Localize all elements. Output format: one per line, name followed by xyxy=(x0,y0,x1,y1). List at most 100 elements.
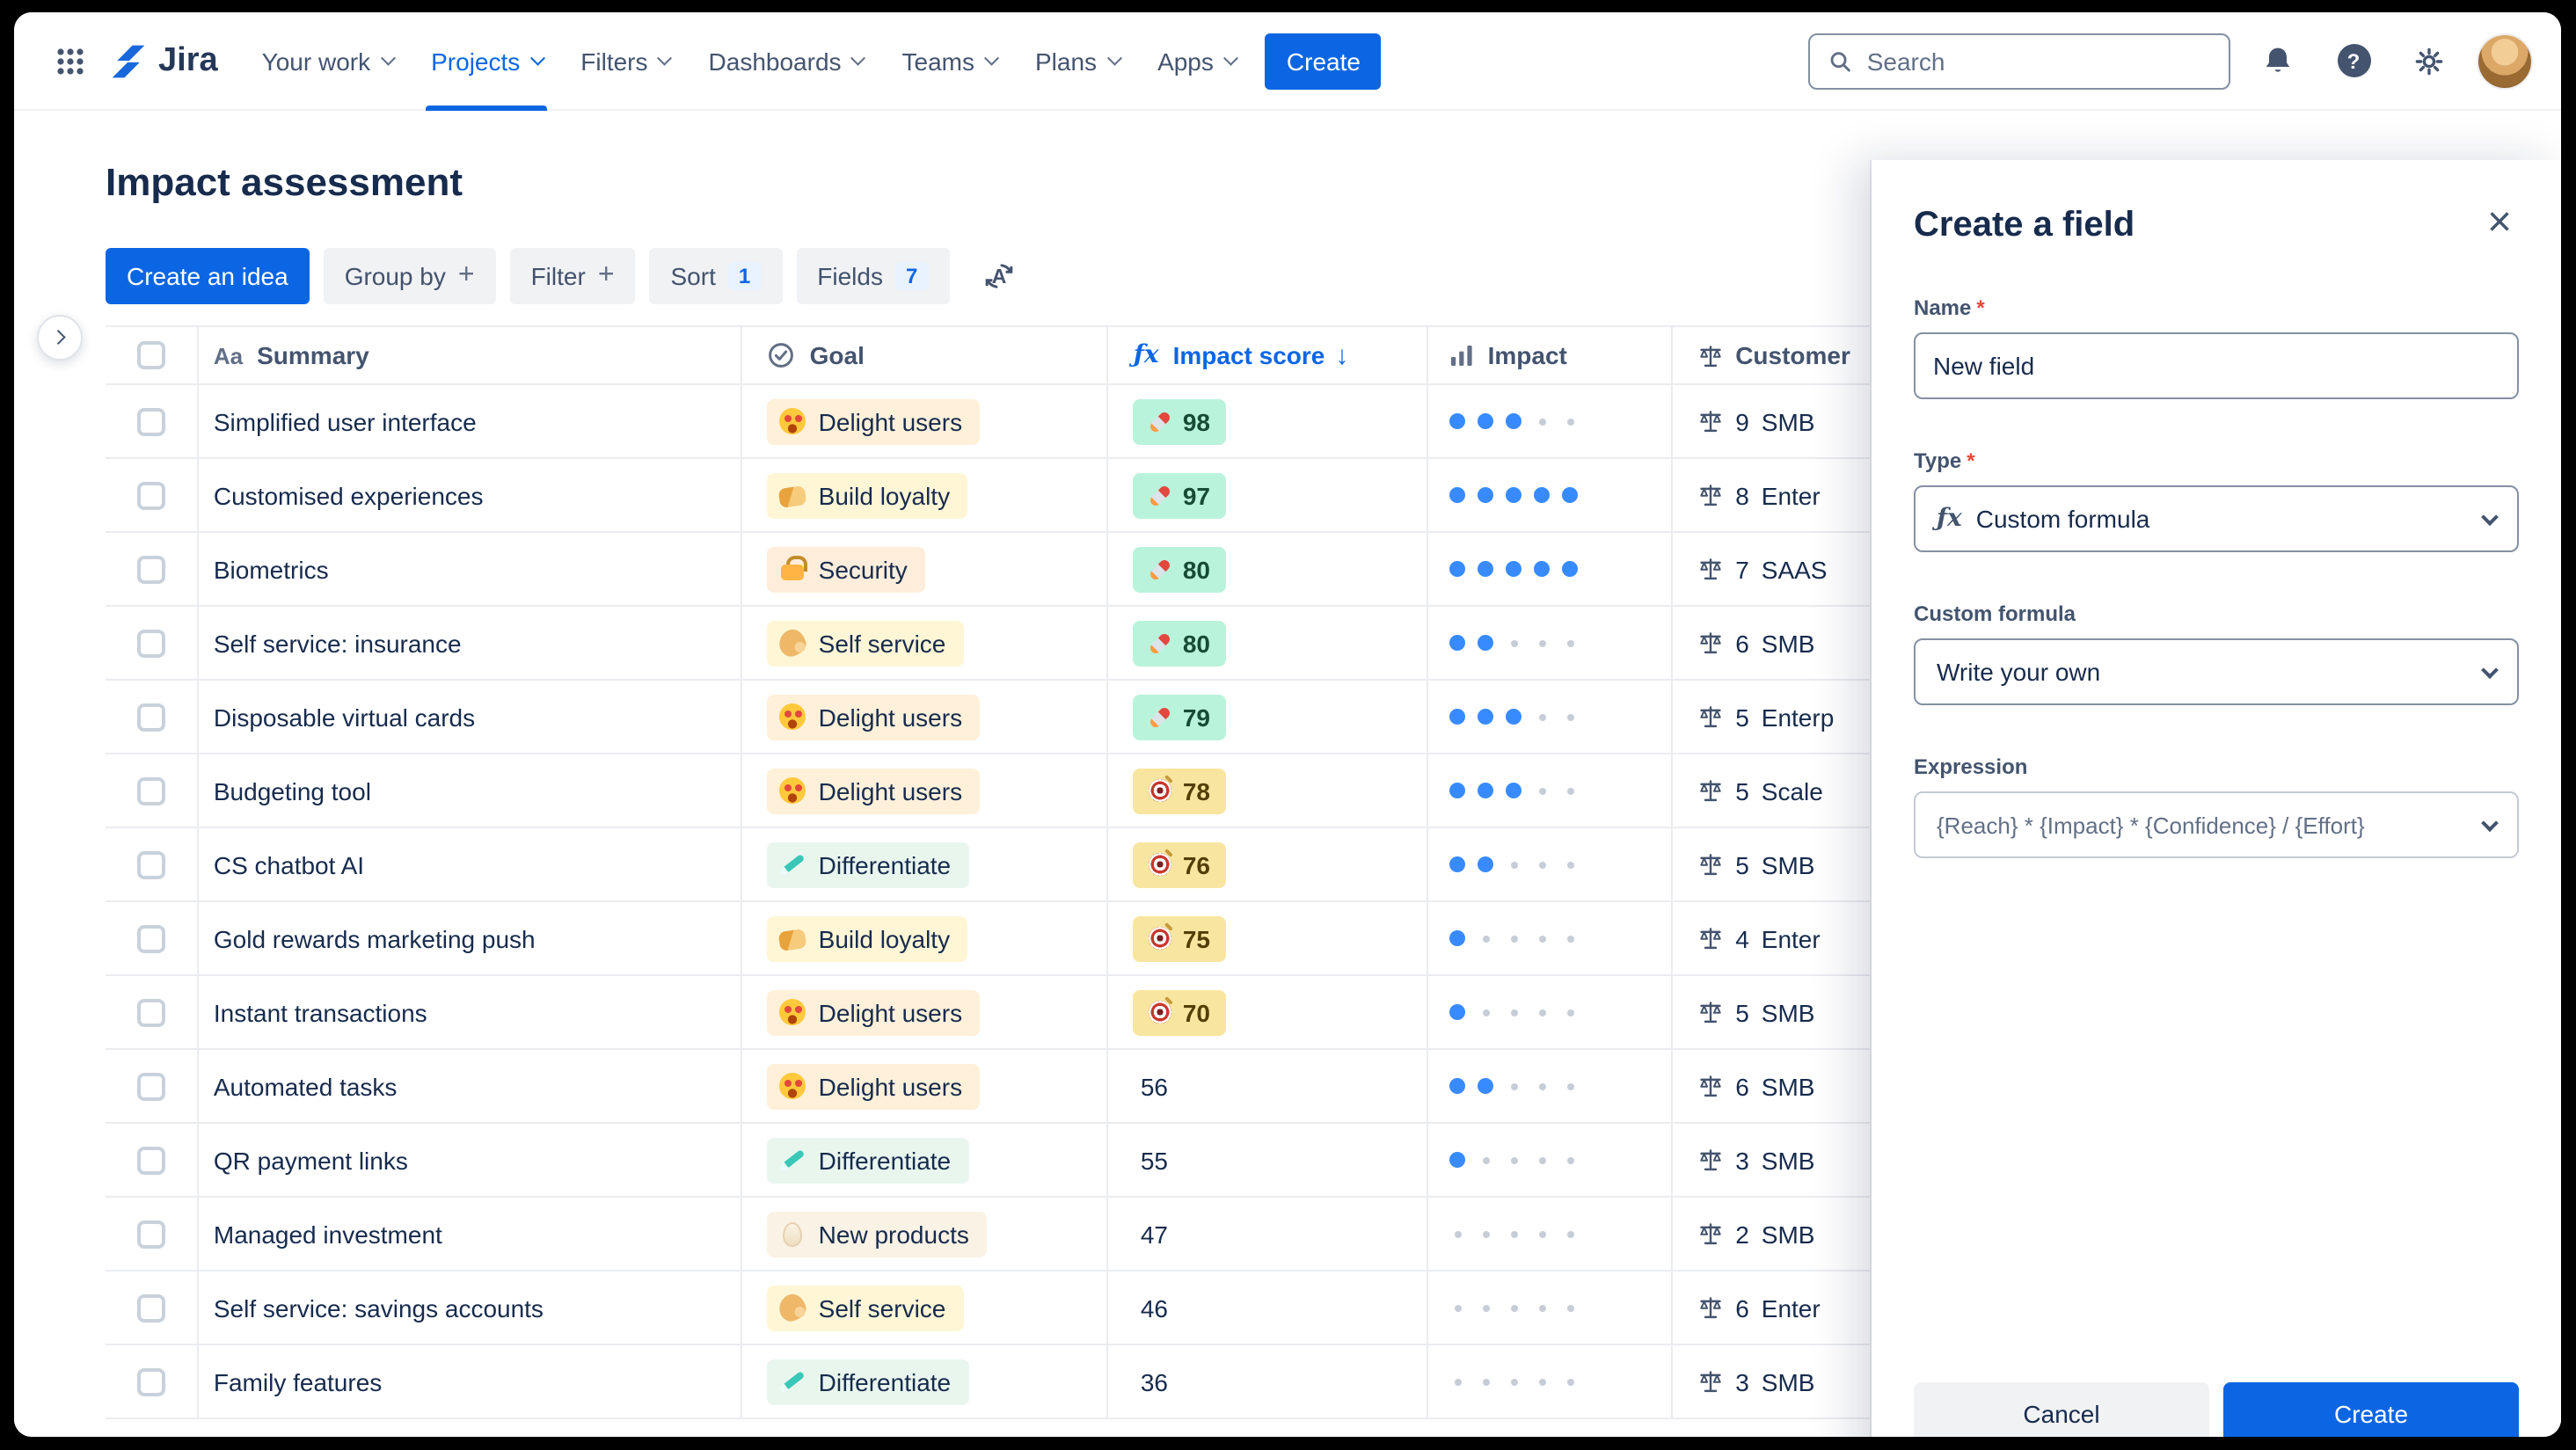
impact-cell[interactable] xyxy=(1428,754,1673,827)
customer-cell[interactable]: 9 SMB xyxy=(1672,385,1986,457)
idea-summary[interactable]: Disposable virtual cards xyxy=(213,703,476,731)
impact-dot[interactable] xyxy=(1534,412,1551,430)
impact-cell[interactable] xyxy=(1428,902,1673,974)
goal-cell[interactable]: New products xyxy=(743,1198,1109,1270)
profile-button[interactable] xyxy=(2477,33,2533,89)
summary-cell[interactable]: QR payment links xyxy=(200,1124,743,1196)
idea-summary[interactable]: Self service: insurance xyxy=(213,629,462,657)
row-checkbox[interactable] xyxy=(137,1220,166,1248)
impact-rating-dots[interactable] xyxy=(1449,634,1580,652)
row-checkbox[interactable] xyxy=(137,703,166,731)
impact-dot[interactable] xyxy=(1478,929,1495,947)
idea-summary[interactable]: Instant transactions xyxy=(213,998,427,1026)
impact-dot[interactable] xyxy=(1562,929,1580,947)
impact-dot[interactable] xyxy=(1449,708,1467,725)
impact-dot[interactable] xyxy=(1534,782,1551,799)
idea-summary[interactable]: Budgeting tool xyxy=(213,776,371,805)
customer-cell[interactable]: 6 SMB xyxy=(1672,607,1986,679)
impact-dot[interactable] xyxy=(1478,560,1495,578)
summary-cell[interactable]: Instant transactions xyxy=(200,976,743,1048)
idea-summary[interactable]: Customised experiences xyxy=(213,481,484,509)
table-row[interactable]: Simplified user interface Delight users … xyxy=(106,385,1986,459)
impact-dot[interactable] xyxy=(1534,708,1551,725)
impact-dot[interactable] xyxy=(1534,929,1551,947)
goal-tag[interactable]: New products xyxy=(767,1211,987,1257)
goal-tag[interactable]: Self service xyxy=(767,1285,964,1330)
impact-dot[interactable] xyxy=(1562,782,1580,799)
impact-dot[interactable] xyxy=(1478,1077,1495,1095)
goal-cell[interactable]: Delight users xyxy=(743,681,1109,753)
row-checkbox[interactable] xyxy=(137,850,166,878)
row-checkbox[interactable] xyxy=(137,1072,166,1100)
goal-tag[interactable]: Delight users xyxy=(767,1063,981,1109)
summary-cell[interactable]: CS chatbot AI xyxy=(200,828,743,900)
idea-summary[interactable]: CS chatbot AI xyxy=(213,850,365,878)
goal-cell[interactable]: Differentiate xyxy=(743,828,1109,900)
impact-dot[interactable] xyxy=(1449,1077,1467,1095)
impact-rating-dots[interactable] xyxy=(1449,1225,1580,1242)
impact-dot[interactable] xyxy=(1478,856,1495,873)
impact-dot[interactable] xyxy=(1562,560,1580,578)
row-checkbox[interactable] xyxy=(137,407,166,435)
impact-rating-dots[interactable] xyxy=(1449,856,1580,873)
impact-rating-dots[interactable] xyxy=(1449,1003,1580,1021)
goal-cell[interactable]: Delight users xyxy=(743,976,1109,1048)
cancel-button[interactable]: Cancel xyxy=(1914,1382,2209,1437)
table-row[interactable]: Customised experiences Build loyalty 97 … xyxy=(106,459,1986,533)
search-input[interactable] xyxy=(1866,47,2211,75)
global-create-button[interactable]: Create xyxy=(1265,33,1382,89)
customer-cell[interactable]: 5 Enterp xyxy=(1672,681,1986,753)
row-checkbox[interactable] xyxy=(137,1146,166,1174)
impact-dot[interactable] xyxy=(1478,412,1495,430)
customer-cell[interactable]: 4 Enter xyxy=(1672,902,1986,974)
row-checkbox[interactable] xyxy=(137,481,166,509)
impact-rating-dots[interactable] xyxy=(1449,1299,1580,1316)
impact-rating-dots[interactable] xyxy=(1449,1077,1580,1095)
table-row[interactable]: Instant transactions Delight users 70 5 … xyxy=(106,976,1986,1050)
impact-rating-dots[interactable] xyxy=(1449,929,1580,947)
impact-cell[interactable] xyxy=(1428,681,1673,753)
impact-dot[interactable] xyxy=(1506,1151,1523,1169)
customer-cell[interactable]: 2 SMB xyxy=(1672,1198,1986,1270)
column-summary[interactable]: Aa Summary xyxy=(200,327,743,383)
impact-dot[interactable] xyxy=(1562,412,1580,430)
nav-dashboards[interactable]: Dashboards xyxy=(690,12,883,110)
summary-cell[interactable]: Customised experiences xyxy=(200,459,743,531)
table-row[interactable]: Automated tasks Delight users 56 6 SMB xyxy=(106,1050,1986,1124)
idea-summary[interactable]: Simplified user interface xyxy=(213,407,477,435)
impact-dot[interactable] xyxy=(1478,1225,1495,1242)
table-row[interactable]: Self service: insurance Self service 80 … xyxy=(106,607,1986,681)
table-row[interactable]: Budgeting tool Delight users 78 5 Scale xyxy=(106,754,1986,828)
impact-rating-dots[interactable] xyxy=(1449,412,1580,430)
impact-dot[interactable] xyxy=(1534,856,1551,873)
impact-rating-dots[interactable] xyxy=(1449,1373,1580,1390)
goal-tag[interactable]: Delight users xyxy=(767,768,981,813)
impact-dot[interactable] xyxy=(1478,1151,1495,1169)
summary-cell[interactable]: Automated tasks xyxy=(200,1050,743,1122)
impact-dot[interactable] xyxy=(1506,856,1523,873)
jira-logo[interactable]: Jira xyxy=(109,41,218,80)
table-row[interactable]: Disposable virtual cards Delight users 7… xyxy=(106,681,1986,754)
goal-cell[interactable]: Delight users xyxy=(743,754,1109,827)
impact-dot[interactable] xyxy=(1478,708,1495,725)
goal-tag[interactable]: Build loyalty xyxy=(767,915,968,961)
search-box[interactable] xyxy=(1808,33,2230,89)
idea-summary[interactable]: Managed investment xyxy=(213,1220,442,1248)
customer-cell[interactable]: 7 SAAS xyxy=(1672,533,1986,605)
settings-button[interactable] xyxy=(2401,33,2457,89)
impact-rating-dots[interactable] xyxy=(1449,560,1580,578)
goal-cell[interactable]: Build loyalty xyxy=(743,459,1109,531)
impact-dot[interactable] xyxy=(1506,1077,1523,1095)
customer-cell[interactable]: 6 SMB xyxy=(1672,1050,1986,1122)
impact-dot[interactable] xyxy=(1562,1299,1580,1316)
impact-dot[interactable] xyxy=(1562,486,1580,504)
impact-dot[interactable] xyxy=(1506,1003,1523,1021)
impact-cell[interactable] xyxy=(1428,533,1673,605)
customer-cell[interactable]: 5 Scale xyxy=(1672,754,1986,827)
goal-tag[interactable]: Differentiate xyxy=(767,1359,969,1404)
impact-dot[interactable] xyxy=(1562,856,1580,873)
goal-cell[interactable]: Differentiate xyxy=(743,1124,1109,1196)
impact-cell[interactable] xyxy=(1428,1271,1673,1344)
filter-button[interactable]: Filter + xyxy=(509,248,636,304)
table-row[interactable]: CS chatbot AI Differentiate 76 5 SMB xyxy=(106,828,1986,902)
